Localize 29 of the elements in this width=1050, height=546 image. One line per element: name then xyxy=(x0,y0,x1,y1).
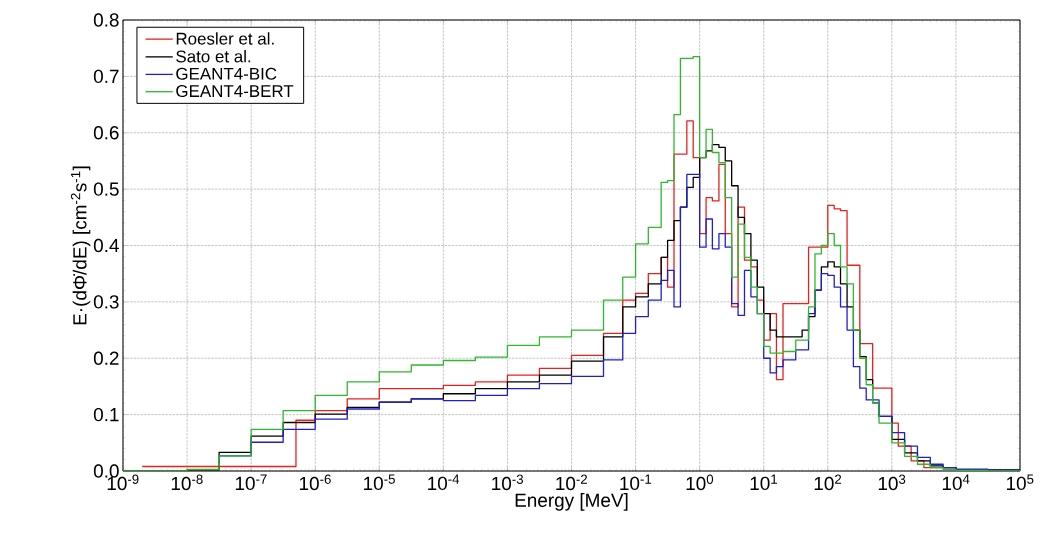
legend-label: Sato et al. xyxy=(176,50,251,63)
y-tick-label: 0.8 xyxy=(93,13,119,27)
x-tick-label: 10$^{0}$ xyxy=(686,474,714,491)
x-tick-label: 10$^{-7}$ xyxy=(235,474,267,491)
legend-label: Roesler et al. xyxy=(176,32,274,45)
x-tick-label: 10$^{5}$ xyxy=(1006,474,1034,491)
x-tick-label: 10$^{2}$ xyxy=(814,474,842,491)
y-tick-label: 0.6 xyxy=(93,126,119,140)
x-tick-label: 10$^{-2}$ xyxy=(556,474,587,491)
x-tick-label: 10$^{4}$ xyxy=(942,474,970,491)
y-tick-label: 0.7 xyxy=(93,69,119,84)
y-tick-label: 0.3 xyxy=(93,295,119,309)
x-tick-label: 10$^{-4}$ xyxy=(428,474,460,491)
y-tick-label: 0.4 xyxy=(93,238,119,253)
x-axis-title: Energy [MeV] xyxy=(515,493,628,511)
legend-label: GEANT4-BIC xyxy=(176,67,277,80)
x-tick-label: 10$^{-1}$ xyxy=(620,474,652,491)
y-tick-label: 0.5 xyxy=(93,182,119,196)
y-tick-label: 0.2 xyxy=(93,351,119,365)
legend-label: GEANT4-BERT xyxy=(176,85,294,98)
x-tick-label: 10$^{-3}$ xyxy=(492,474,524,491)
x-tick-label: 10$^{-8}$ xyxy=(171,474,203,491)
y-axis-title: E·(dΦ̇/dE) [cm$^{-2}$s$^{-1}$] xyxy=(70,166,91,325)
x-tick-label: 10$^{3}$ xyxy=(878,474,906,491)
x-tick-label: 10$^{-6}$ xyxy=(299,474,331,491)
x-tick-label: 10$^{-5}$ xyxy=(364,474,395,491)
x-tick-label: 10$^{1}$ xyxy=(750,474,778,491)
y-tick-label: 0.1 xyxy=(93,407,119,422)
y-tick-label: 0.0 xyxy=(93,464,119,478)
